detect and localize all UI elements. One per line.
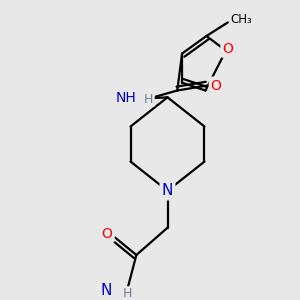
Text: O: O [222, 42, 233, 56]
Text: CH₃: CH₃ [231, 13, 252, 26]
Text: H: H [123, 287, 132, 300]
Text: O: O [211, 79, 222, 93]
Text: NH: NH [116, 91, 136, 105]
Text: N: N [162, 183, 173, 198]
Text: H: H [144, 93, 154, 106]
Text: O: O [102, 226, 112, 241]
Text: N: N [101, 283, 112, 298]
